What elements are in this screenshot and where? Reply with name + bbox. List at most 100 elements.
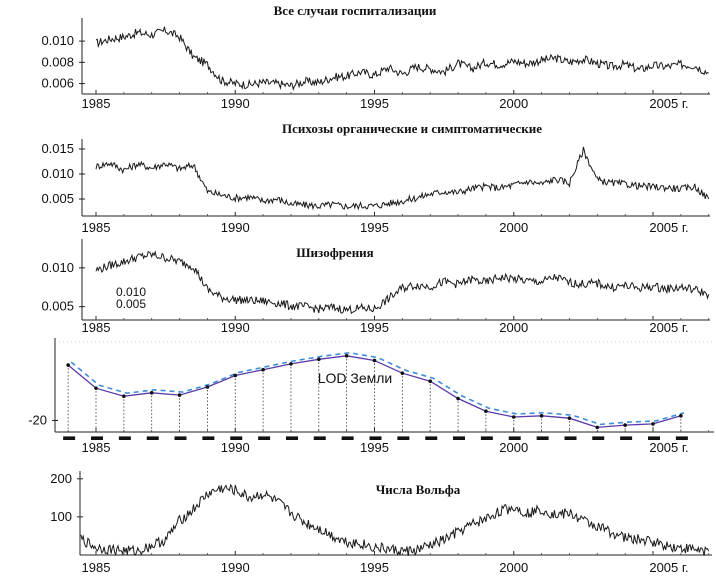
- lod-bottom-marker: ▬: [564, 429, 576, 443]
- lod-bottom-marker: ▬: [592, 429, 604, 443]
- lod-reference-line: [70, 351, 685, 426]
- lod-point: [205, 385, 210, 389]
- lod-point: [456, 396, 460, 401]
- lod-bottom-marker: ▬: [175, 429, 187, 443]
- lod-bottom-marker: ▬: [119, 429, 131, 443]
- lod-point: [428, 379, 433, 384]
- panel-wolf-numbers: 200 100 1985 1990 1995 2000 2005 г. Числа Вольф…: [50, 471, 712, 575]
- x-tick-label: 2005 г.: [649, 440, 688, 455]
- x-tick-label: 2000: [499, 440, 528, 455]
- x-tick-label: 1995: [360, 440, 389, 455]
- lod-bottom-marker: ▬: [620, 429, 632, 443]
- y-tick-label: 0.008: [41, 54, 74, 69]
- y-tick-label: 0.005: [41, 191, 74, 206]
- lod-point: [261, 367, 265, 372]
- panel-all-hospitalizations: 0.010 0.008 0.006 1985 1990 1995 2000 2005 г. Вс…: [41, 3, 710, 111]
- x-tick-label: 2000: [499, 220, 528, 235]
- lod-point: [177, 393, 182, 397]
- lod-bottom-marker: ▬: [370, 429, 382, 443]
- lod-bottom-marker: ▬: [147, 429, 159, 443]
- lod-bottom-marker: ▬: [481, 429, 493, 443]
- x-tick-label: 2005 г.: [649, 220, 688, 235]
- lod-point: [372, 358, 377, 363]
- panel-title: Все случаи госпитализации: [274, 3, 437, 18]
- lod-bottom-marker: ▬: [537, 429, 549, 443]
- lod-point: [539, 414, 544, 418]
- lod-point: [66, 363, 70, 367]
- y-tick-label: 0.010: [41, 260, 74, 275]
- panel-title: Числа Вольфа: [376, 482, 461, 497]
- lod-point: [511, 415, 516, 419]
- lod-point: [317, 357, 321, 362]
- series-line: [95, 146, 710, 211]
- lod-point: [679, 414, 683, 418]
- lod-bottom-marker: ▬: [91, 429, 103, 443]
- x-tick-label: 1985: [82, 96, 111, 111]
- panel-earth-lod: -20 1985 1990 1995 2000 2005 г. LOD Земли ▬ ▬ ▬ ▬ ▬…: [28, 338, 714, 455]
- lod-bottom-marker: ▬: [230, 429, 242, 443]
- x-tick-label: 1990: [221, 320, 250, 335]
- lod-bottom-marker: ▬: [63, 429, 75, 443]
- panel-title: LOD Земли: [318, 370, 393, 386]
- x-tick-label: 1985: [82, 440, 111, 455]
- x-tick-label: 1985: [82, 320, 111, 335]
- panel-title: Психозы органические и симптоматические: [282, 121, 542, 136]
- lod-point: [94, 386, 98, 390]
- lod-bottom-marker: ▬: [258, 429, 270, 443]
- y-tick-label: 0.015: [41, 141, 74, 156]
- x-tick-label: 1990: [221, 96, 250, 111]
- x-tick-label: 1985: [82, 220, 111, 235]
- y-tick-label: 100: [50, 509, 72, 524]
- x-tick-label: 1990: [221, 220, 250, 235]
- lod-bottom-marker: ▬: [314, 429, 326, 443]
- x-tick-label: 1990: [221, 560, 250, 575]
- lod-point: [623, 423, 627, 427]
- lod-bottom-marker: ▬: [286, 429, 298, 443]
- x-tick-label: 1995: [360, 220, 389, 235]
- y-tick-label: 0.005: [41, 299, 74, 314]
- x-tick-label: 1985: [82, 560, 111, 575]
- y-tick-label: 0.006: [41, 76, 74, 91]
- lod-point: [344, 354, 349, 358]
- lod-point: [567, 416, 572, 420]
- x-tick-label: 1995: [360, 320, 389, 335]
- series-line: [80, 483, 710, 557]
- lod-point: [233, 373, 238, 378]
- panel-title: Шизофрения: [296, 245, 373, 260]
- lod-point: [484, 409, 488, 414]
- lod-point: [400, 371, 405, 375]
- x-tick-label: 2000: [499, 320, 528, 335]
- lod-point: [122, 394, 126, 399]
- lod-bottom-marker: ▬: [509, 429, 521, 443]
- x-tick-label: 2005 г.: [649, 96, 688, 111]
- y-tick-label: 0.010: [41, 166, 74, 181]
- y-tick-label: 0.010: [41, 33, 74, 48]
- x-tick-label: 1995: [360, 560, 389, 575]
- lod-bottom-marker: ▬: [342, 429, 354, 443]
- y-tick-label: 200: [50, 471, 72, 486]
- x-tick-label: 2005 г.: [649, 560, 688, 575]
- x-tick-label: 2005 г.: [649, 320, 688, 335]
- x-tick-label: 1990: [221, 440, 250, 455]
- panel-annotation: 0.010: [116, 285, 146, 299]
- lod-bottom-marker: ▬: [202, 429, 214, 443]
- series-line: [95, 250, 710, 315]
- lod-bottom-marker: ▬: [397, 429, 409, 443]
- lod-point: [149, 390, 154, 395]
- x-tick-label: 1995: [360, 96, 389, 111]
- y-tick-label: -20: [28, 412, 47, 427]
- lod-bottom-marker: ▬: [453, 429, 465, 443]
- lod-bottom-marker: ▬: [676, 429, 688, 443]
- panel-organic-psychoses: 0.015 0.010 0.005 1985 1990 1995 2000 2005 г. Пс…: [41, 121, 710, 235]
- lod-bottom-marker: ▬: [648, 429, 660, 443]
- lod-point: [651, 422, 655, 426]
- series-line: [95, 26, 709, 91]
- lod-point: [595, 425, 600, 430]
- x-tick-label: 2000: [499, 96, 528, 111]
- x-tick-label: 2000: [499, 560, 528, 575]
- lod-bottom-marker: ▬: [425, 429, 437, 443]
- panel-annotation: 0.005: [116, 297, 146, 311]
- lod-point: [289, 362, 293, 366]
